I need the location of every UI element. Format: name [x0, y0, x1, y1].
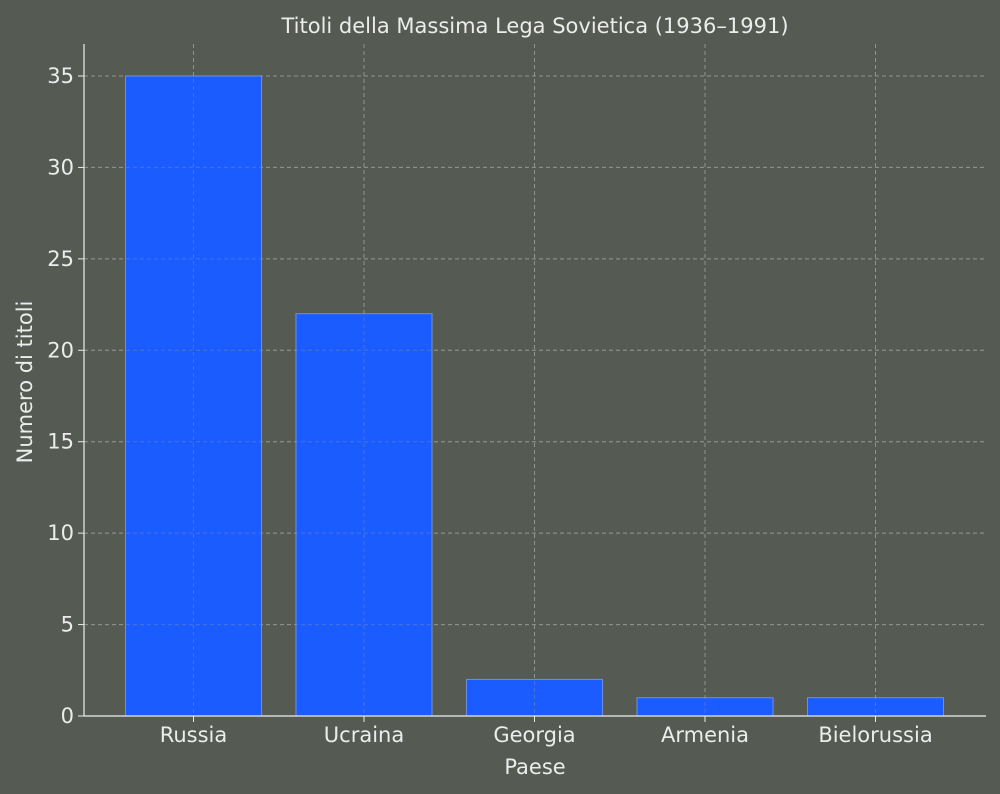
y-tick-label: 0 — [61, 704, 74, 728]
axes — [78, 44, 986, 722]
bar-armenia — [636, 697, 774, 717]
y-axis-label: Numero di titoli — [13, 301, 37, 464]
x-tick-labels: Russia Ucraina Georgia Armenia Bielorussia — [160, 723, 933, 747]
y-tick-label: 30 — [47, 155, 74, 179]
y-tick-labels: 0 5 10 15 20 25 30 35 — [47, 64, 74, 728]
y-tick-label: 15 — [47, 430, 74, 454]
x-tick-label: Georgia — [493, 723, 575, 747]
x-tick-label: Bielorussia — [818, 723, 932, 747]
grid-overlay — [84, 44, 986, 716]
bar-ucraina — [295, 313, 433, 717]
x-tick-label: Russia — [160, 723, 228, 747]
y-tick-label: 10 — [47, 521, 74, 545]
bar-russia — [125, 75, 262, 717]
y-tick-label: 5 — [61, 613, 74, 637]
bar-georgia — [466, 678, 603, 717]
y-tick-label: 20 — [47, 338, 74, 362]
bars — [125, 75, 944, 717]
x-tick-label: Ucraina — [324, 723, 404, 747]
y-tick-label: 35 — [47, 64, 74, 88]
x-axis-label: Paese — [504, 755, 565, 779]
x-tick-label: Armenia — [661, 723, 749, 747]
chart-title: Titoli della Massima Lega Sovietica (193… — [280, 14, 788, 38]
y-tick-label: 25 — [47, 247, 74, 271]
bar-bielorussia — [807, 697, 944, 717]
